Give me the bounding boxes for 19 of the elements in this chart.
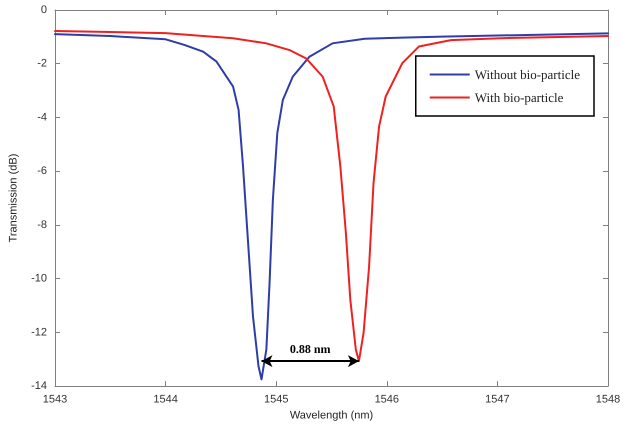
legend-label: With bio-particle [474, 90, 564, 105]
y-tick-label: -10 [31, 272, 47, 285]
x-tick-label: 1548 [596, 394, 620, 406]
x-axis-title: Wavelength (nm) [290, 410, 374, 422]
y-tick-label: -14 [31, 380, 47, 392]
y-tick-label: -12 [31, 326, 47, 338]
x-tick-label: 1547 [485, 394, 510, 406]
y-tick-label: -8 [37, 218, 47, 231]
x-tick-label: 1544 [153, 394, 178, 406]
x-tick-label: 1546 [374, 394, 400, 406]
annotation: 0.88 nm [290, 342, 331, 356]
legend-label: Without bio-particle [474, 67, 580, 82]
y-tick-label: 0 [40, 4, 47, 16]
y-axis-title: Transmission (dB) [8, 154, 20, 242]
x-tick-label: 1543 [42, 394, 68, 406]
y-tick-label: -6 [37, 165, 47, 178]
x-tick-label: 1545 [264, 394, 288, 406]
y-tick-label: -4 [37, 111, 47, 124]
y-tick-label: -2 [37, 58, 47, 70]
